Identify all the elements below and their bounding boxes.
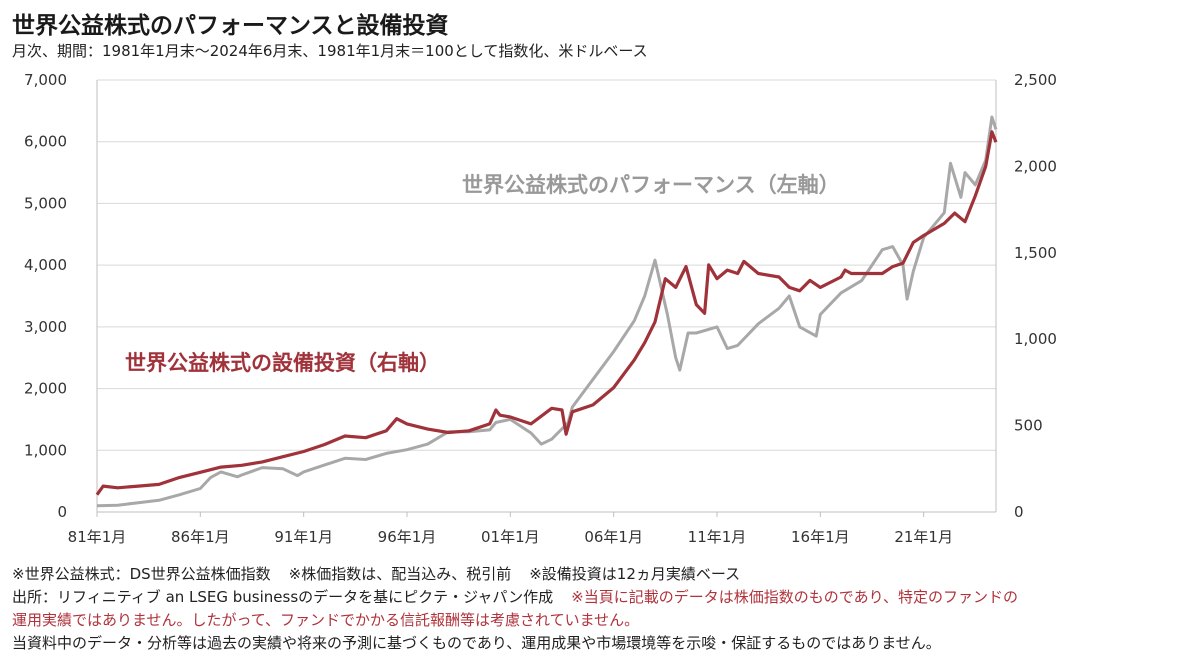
x-axis-tick-label: 96年1月 (378, 528, 437, 546)
right-axis-tick-label: 500 (1014, 417, 1043, 435)
left-axis-tick-label: 0 (57, 503, 67, 521)
capex-series-line (95, 130, 998, 496)
note-source: 出所：リフィニティブ an LSEG businessのデータを基にピクテ・ジャ… (12, 588, 554, 606)
x-axis-tick-label: 16年1月 (791, 528, 850, 546)
left-axis-tick-label: 7,000 (24, 71, 67, 89)
right-axis-tick-label: 1,000 (1014, 330, 1057, 348)
x-axis-tick-label: 06年1月 (584, 528, 643, 546)
right-axis-tick-label: 1,500 (1014, 244, 1057, 262)
right-axis-tick-label: 2,000 (1014, 157, 1057, 175)
axes (96, 80, 997, 517)
x-axis-tick-label: 91年1月 (274, 528, 333, 546)
left-axis-tick-label: 4,000 (24, 256, 67, 274)
x-axis-tick-label: 86年1月 (171, 528, 230, 546)
note-disclaimer-3: 当資料中のデータ・分析等は過去の実績や将来の予測に基づくものであり、運用成果や市… (12, 634, 941, 652)
left-axis-tick-label: 1,000 (24, 441, 67, 459)
x-axis-tick-label: 81年1月 (68, 528, 127, 546)
right-axis-tick-label: 0 (1014, 503, 1024, 521)
note-index-definition: ※世界公益株式：DS世界公益株価指数 (12, 565, 271, 583)
chart-title: 世界公益株式のパフォーマンスと設備投資 (12, 13, 449, 39)
x-axis-tick-label: 01年1月 (481, 528, 540, 546)
left-axis-tick-label: 6,000 (24, 133, 67, 151)
x-axis-tick-label: 21年1月 (894, 528, 953, 546)
footnote-line-3: 運用実績ではありません。したがって、ファンドでかかる信託報酬等は考慮されていませ… (12, 609, 1192, 632)
performance-series-line (96, 115, 998, 508)
grid (97, 79, 996, 451)
left-axis-tick-label: 5,000 (24, 194, 67, 212)
line-chart: 0 1,000 2,000 3,000 4,000 5,000 6,000 7,000 0 500… (24, 71, 1057, 546)
tick-labels: 0 1,000 2,000 3,000 4,000 5,000 6,000 7,000 0 500… (24, 71, 1057, 546)
x-axis-tick-label: 11年1月 (688, 528, 747, 546)
footnote-line-4: 当資料中のデータ・分析等は過去の実績や将来の予測に基づくものであり、運用成果や市… (12, 632, 1192, 655)
annotation-performance: 世界公益株式のパフォーマンス（左軸） (462, 173, 840, 197)
note-disclaimer-1: ※当頁に記載のデータは株価指数のものであり、特定のファンドの (571, 588, 1018, 606)
footnote-line-1: ※世界公益株式：DS世界公益株価指数 ※株価指数は、配当込み、税引前 ※設備投資は1… (12, 563, 1192, 586)
chart-subtitle: 月次、期間：1981年1月末～2024年6月末、1981年1月末＝100として指… (12, 42, 648, 60)
footnote-line-2: 出所：リフィニティブ an LSEG businessのデータを基にピクテ・ジャ… (12, 586, 1192, 609)
left-axis-tick-label: 2,000 (24, 380, 67, 398)
note-capex-basis: ※設備投資は12ヵ月実績ベース (529, 565, 741, 583)
footnotes: ※世界公益株式：DS世界公益株価指数 ※株価指数は、配当込み、税引前 ※設備投資は1… (12, 563, 1192, 655)
right-axis-tick-label: 2,500 (1014, 71, 1057, 89)
annotation-capex: 世界公益株式の設備投資（右軸） (125, 351, 440, 375)
note-disclaimer-2: 運用実績ではありません。したがって、ファンドでかかる信託報酬等は考慮されていませ… (12, 611, 640, 629)
series-lines (95, 115, 998, 508)
left-axis-tick-label: 3,000 (24, 318, 67, 336)
note-dividends: ※株価指数は、配当込み、税引前 (288, 565, 512, 583)
